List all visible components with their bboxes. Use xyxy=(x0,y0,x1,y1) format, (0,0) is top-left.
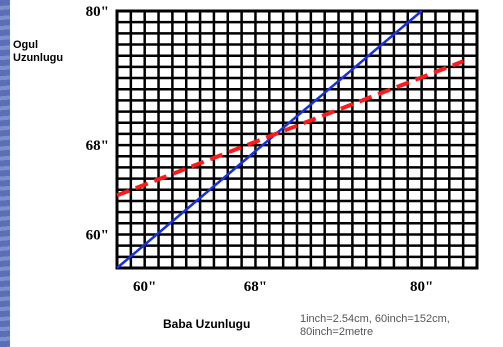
unit-note: 1inch=2.54cm, 60inch=152cm, 80inch=2metr… xyxy=(300,313,453,338)
series-line-2 xyxy=(116,59,464,198)
y-tick-label: 68" xyxy=(86,138,109,154)
y-tick-label: 60" xyxy=(86,227,109,243)
x-tick-label: 60" xyxy=(133,279,156,295)
x-axis-label: Baba Uzunlugu xyxy=(163,317,250,331)
y-axis-label: Ogul Uzunlugu xyxy=(13,39,63,64)
y-axis-label-line-2: Uzunlugu xyxy=(13,52,63,64)
grid xyxy=(115,9,479,270)
series-line-1 xyxy=(116,10,423,269)
x-tick-label: 68" xyxy=(244,279,267,295)
x-tick-label: 80" xyxy=(410,279,433,295)
y-axis-label-line-1: Ogul xyxy=(13,39,38,51)
y-tick-label: 80" xyxy=(86,4,109,20)
unit-note-line-1: 1inch=2.54cm, 60inch=152cm, xyxy=(300,313,450,325)
tick-labels: 60" 68" 80" 60" 68" 80" xyxy=(86,4,434,295)
unit-note-line-2: 80inch=2metre xyxy=(300,326,373,338)
slide-edge-decoration xyxy=(0,0,10,347)
series-layer xyxy=(116,10,464,269)
